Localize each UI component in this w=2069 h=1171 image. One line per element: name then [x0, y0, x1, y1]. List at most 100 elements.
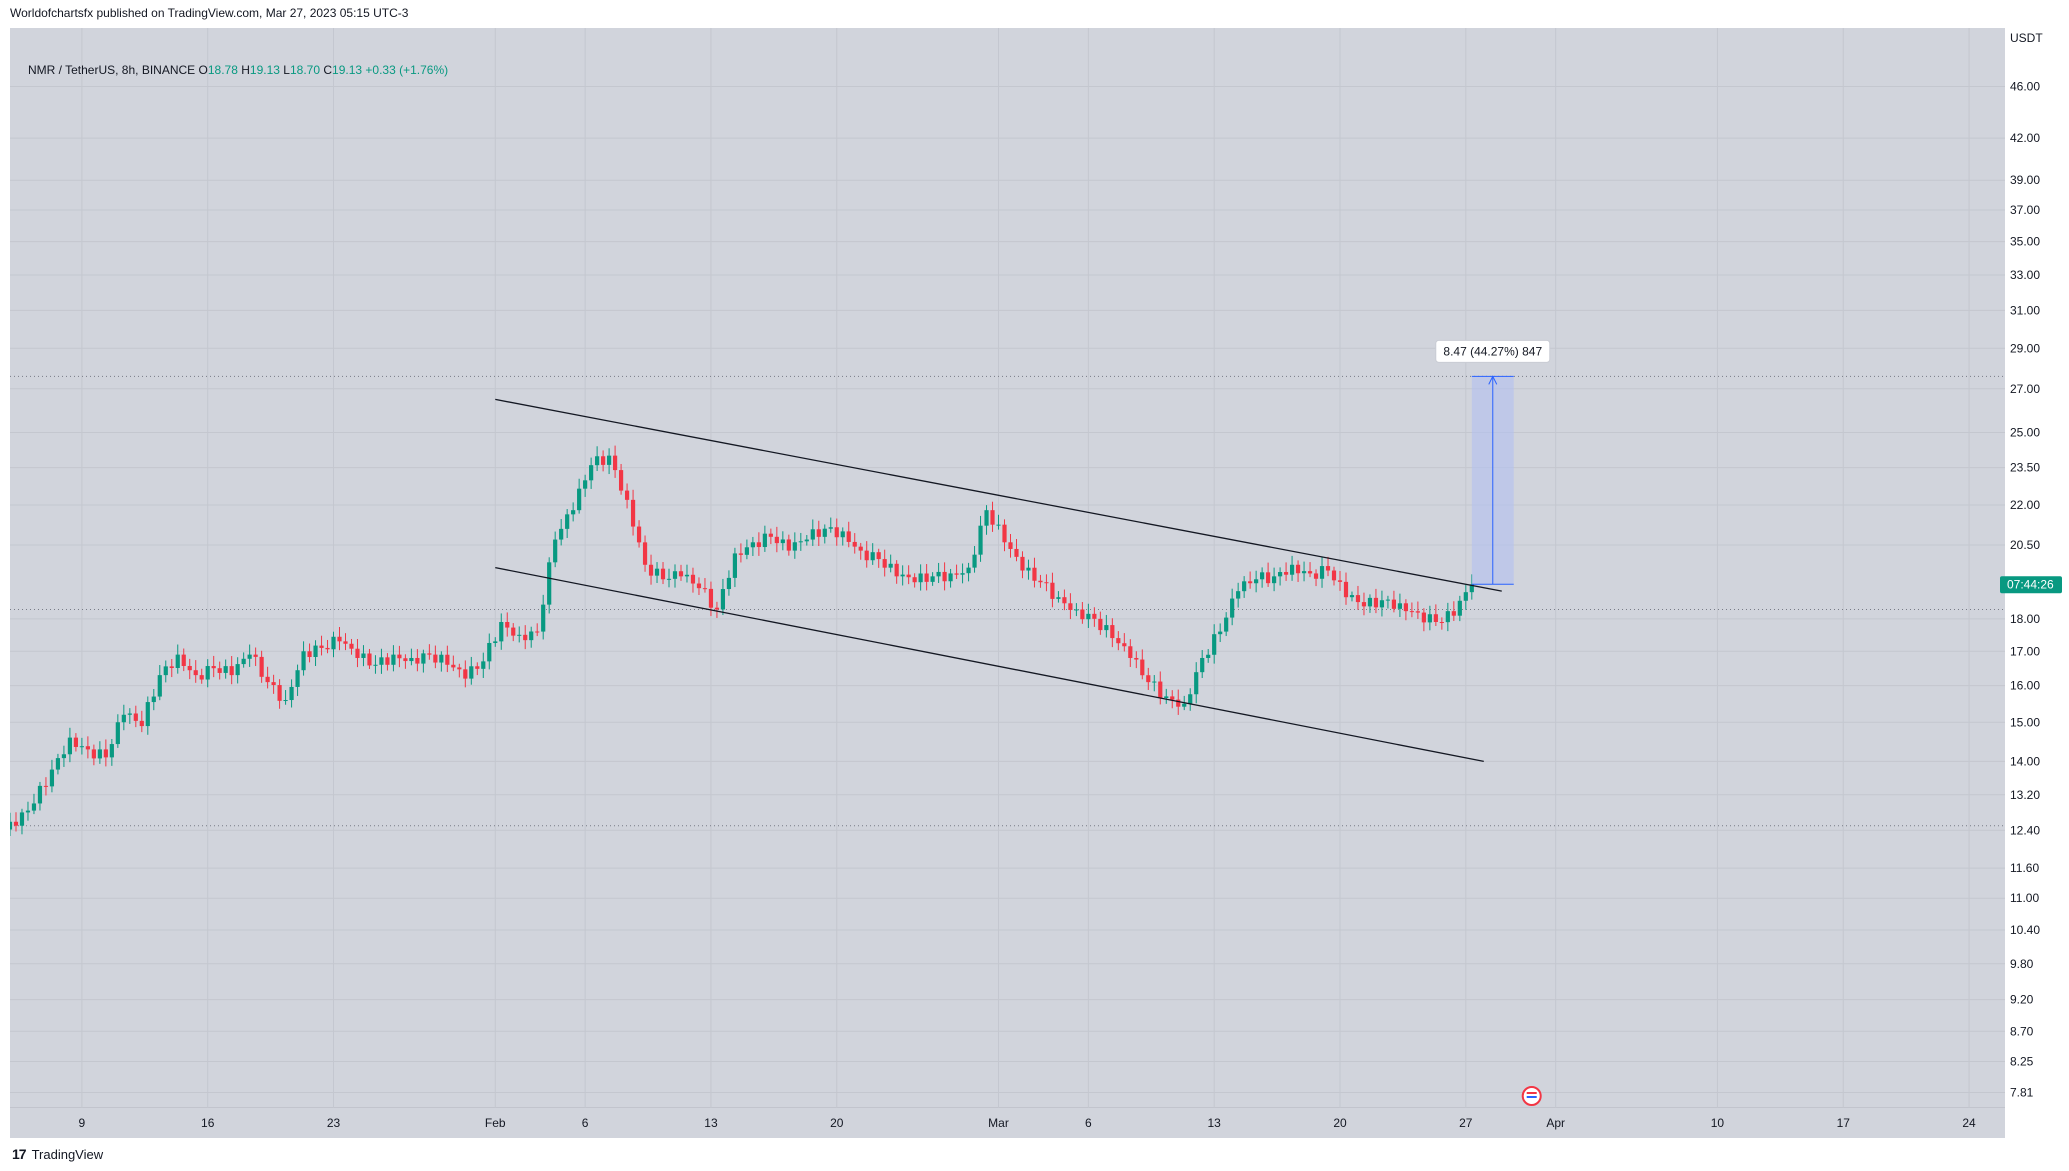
price-axis: 46.00 42.00 39.00 37.00 35.00 33.00 31.00 29.00…	[2010, 31, 2043, 1100]
candle-body	[1188, 694, 1193, 704]
candle-body	[762, 533, 767, 548]
candle-body	[427, 653, 432, 655]
candle-body	[1391, 599, 1397, 609]
candle-body	[499, 622, 504, 642]
time-axis: 9 16 23 Feb 6 13 20 Mar 6 13 20 27 Apr 10 17 24	[79, 1116, 1977, 1130]
candle-body	[960, 573, 965, 575]
candle-body	[1457, 600, 1462, 616]
candle-body	[43, 785, 49, 787]
candle-body	[175, 654, 180, 668]
candle-body	[1379, 600, 1385, 608]
candle-body	[181, 654, 186, 666]
candle-body	[816, 529, 821, 537]
grid-lines	[10, 28, 2005, 1138]
candle-body	[13, 821, 19, 826]
candle-body	[415, 657, 420, 664]
chart-frame[interactable]: 8.47 (44.27%) 847 46.00 42.00 39.00 37.00 35…	[10, 28, 2065, 1138]
candle-body	[660, 568, 666, 580]
candle-body	[1194, 672, 1199, 695]
close-label: C	[323, 63, 333, 77]
candle-body	[942, 571, 947, 582]
candle-body	[924, 573, 929, 582]
x-tick-label: 27	[1459, 1116, 1473, 1130]
candle-body	[1289, 564, 1295, 575]
candle-body	[726, 577, 732, 590]
x-tick-label: Apr	[1546, 1116, 1565, 1130]
attribution-text: Worldofchartsfx published on TradingView…	[10, 6, 409, 20]
candle-body	[1176, 699, 1181, 707]
candle-body	[235, 664, 240, 676]
candle-body	[1236, 591, 1241, 599]
candle-body	[804, 539, 809, 542]
chart-overlays: 07:44:26	[1521, 576, 2062, 1106]
candle-body	[912, 577, 917, 583]
candle-body	[31, 803, 37, 811]
candle-body	[1469, 584, 1474, 593]
candle-body	[583, 480, 588, 489]
candle-body	[577, 488, 582, 511]
candle-body	[91, 749, 96, 759]
candle-body	[798, 541, 803, 543]
candle-body	[906, 574, 911, 578]
candle-body	[37, 785, 43, 804]
candle-body	[229, 666, 234, 676]
measure-tool[interactable]: 8.47 (44.27%) 847	[1435, 339, 1551, 585]
candle-body	[1164, 696, 1169, 698]
y-tick-label: 10.40	[2010, 923, 2040, 937]
candle-body	[1307, 571, 1313, 574]
candle-body	[289, 686, 294, 701]
candle-body	[684, 574, 690, 577]
candle-body	[1254, 579, 1259, 584]
tradingview-footer[interactable]: 17 TradingView	[12, 1146, 103, 1162]
candle-body	[1170, 696, 1175, 700]
candle-body	[337, 636, 342, 642]
candle-body	[493, 641, 498, 643]
candle-body	[1032, 567, 1037, 581]
candle-body	[1283, 572, 1289, 575]
candle-body	[1092, 613, 1097, 619]
candle-body	[283, 700, 288, 702]
candle-body	[397, 654, 402, 659]
candle-body	[103, 749, 108, 758]
candle-body	[433, 654, 438, 663]
candle-body	[187, 665, 192, 671]
candle-body	[559, 528, 564, 540]
candle-body	[678, 571, 684, 577]
symbol-legend[interactable]: NMR / TetherUS, 8h, BINANCE O18.78 H19.1…	[28, 63, 448, 77]
candle-body	[930, 576, 935, 582]
candle-body	[1343, 581, 1349, 598]
candle-body	[1008, 542, 1013, 549]
symbol-name[interactable]: NMR / TetherUS, 8h, BINANCE	[28, 63, 196, 77]
price-chart[interactable]: 8.47 (44.27%) 847 46.00 42.00 39.00 37.00 35…	[10, 28, 2065, 1138]
y-tick-label: 9.20	[2010, 993, 2034, 1007]
y-tick-label: 33.00	[2010, 268, 2040, 282]
candle-body	[1086, 613, 1091, 620]
candle-body	[475, 666, 480, 669]
candle-body	[828, 527, 833, 529]
candle-body	[1301, 571, 1307, 574]
candle-body	[535, 631, 540, 633]
candle-body	[996, 524, 1001, 526]
y-tick-label: 37.00	[2010, 203, 2040, 217]
candle-body	[1373, 597, 1379, 608]
y-tick-label: 31.00	[2010, 303, 2040, 317]
candle-body	[864, 550, 869, 561]
x-tick-label: 13	[704, 1116, 718, 1130]
candle-body	[127, 713, 132, 715]
candle-body	[648, 564, 654, 576]
candle-body	[223, 666, 228, 673]
candle-body	[1200, 657, 1205, 673]
candle-body	[984, 510, 989, 526]
candle-body	[1277, 572, 1283, 577]
candle-body	[1014, 548, 1019, 557]
candle-body	[1427, 614, 1432, 623]
y-tick-label: 46.00	[2010, 80, 2040, 94]
candle-body	[505, 622, 510, 628]
candle-body	[1224, 617, 1229, 632]
candle-body	[403, 658, 408, 662]
candle-body	[361, 653, 366, 658]
candle-body	[810, 529, 815, 540]
candle-body	[301, 651, 306, 671]
currency-label: USDT	[2010, 31, 2043, 45]
candle-body	[85, 746, 90, 750]
